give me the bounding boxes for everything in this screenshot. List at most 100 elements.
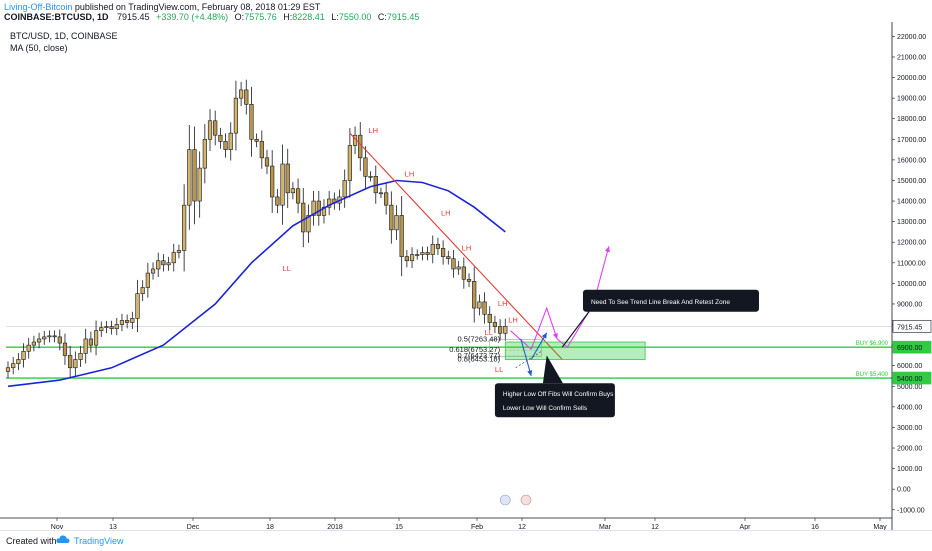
candle-body bbox=[36, 338, 42, 343]
candle-body bbox=[233, 97, 239, 134]
candle-body bbox=[202, 139, 207, 169]
candle-body bbox=[466, 278, 472, 282]
y-tick-label: 11000.00 bbox=[897, 260, 926, 267]
magenta-path-2-head bbox=[604, 246, 610, 253]
y-tick-label: 15000.00 bbox=[897, 178, 926, 185]
y-tick-label: 9000.00 bbox=[897, 301, 922, 308]
candle-body bbox=[114, 324, 119, 329]
lh-label-0: LH bbox=[368, 126, 378, 135]
ll-label-0: LL bbox=[283, 264, 291, 273]
candle-body bbox=[5, 367, 11, 372]
candle-body bbox=[192, 149, 197, 202]
y-tick-label: -1000.00 bbox=[897, 507, 925, 514]
callout-text-2: Higher Low Off Fibs Will Confirm Buys bbox=[503, 391, 614, 398]
candle-body bbox=[456, 266, 461, 270]
candle-body bbox=[301, 202, 306, 233]
candle-body bbox=[104, 326, 109, 328]
author-link[interactable]: Living-Off-Bitcoin bbox=[4, 2, 73, 12]
ma50-line bbox=[7, 179, 506, 388]
candle-body bbox=[306, 215, 311, 233]
y-tick-label: 21000.00 bbox=[897, 54, 926, 61]
candle-body bbox=[285, 163, 290, 194]
fib-label-0: 0.5(7263.48) bbox=[458, 335, 501, 344]
symbol-line: COINBASE:BTCUSD, 1D bbox=[4, 12, 109, 22]
candle-body bbox=[259, 141, 264, 159]
candle-body bbox=[52, 335, 57, 338]
candle-body bbox=[487, 313, 492, 323]
candle-body bbox=[290, 188, 296, 194]
callout-box-2 bbox=[494, 383, 615, 418]
last-price: 7915.45 bbox=[117, 12, 150, 22]
open-label: O: bbox=[234, 12, 245, 22]
y-tick-label: 20000.00 bbox=[897, 75, 926, 82]
candle-body bbox=[99, 327, 104, 332]
close-value: 7915.45 bbox=[386, 12, 420, 22]
fib-green-zone bbox=[504, 341, 646, 360]
axis-tag-bg-1 bbox=[892, 340, 932, 354]
x-tick-label: Feb bbox=[471, 524, 483, 530]
candle-body bbox=[254, 139, 259, 142]
candle-body bbox=[57, 336, 62, 344]
price-chart[interactable]: BTC/USD, 1D, COINBASE MA (50, close) BUY… bbox=[0, 22, 932, 530]
callout-pointer-2 bbox=[542, 355, 563, 384]
fib-box bbox=[489, 339, 542, 357]
candle-body bbox=[378, 192, 384, 195]
candle-body bbox=[482, 301, 487, 315]
candle-body bbox=[239, 89, 244, 99]
fib-label-1: 0.618(6753.27) bbox=[449, 345, 500, 354]
fib-label-2: 0.7(6473.77) bbox=[458, 351, 501, 360]
callout-box-1 bbox=[582, 289, 759, 312]
publish-info: published on TradingView.com, February 0… bbox=[74, 2, 321, 12]
candle-body bbox=[497, 326, 503, 334]
low-value: 7550.00 bbox=[338, 12, 372, 22]
lh-label-1: LH bbox=[405, 169, 415, 178]
x-tick-label: May bbox=[873, 524, 887, 530]
chart-header: Living-Off-Bitcoin published on TradingV… bbox=[0, 0, 932, 22]
x-tick-label: 13 bbox=[109, 524, 117, 530]
candle-body bbox=[68, 355, 73, 369]
candle-body bbox=[11, 363, 16, 369]
axis-tag-bg-0 bbox=[892, 319, 932, 333]
candle-body bbox=[88, 338, 93, 346]
candle-body bbox=[218, 134, 223, 142]
price-change: +339.70 (+4.48%) bbox=[156, 12, 229, 22]
high-value: 8228.41 bbox=[292, 12, 325, 22]
x-tick-label: 15 bbox=[395, 524, 403, 530]
blue-arrow-down bbox=[520, 338, 532, 377]
candle-body bbox=[42, 336, 47, 340]
candle-body bbox=[93, 330, 99, 346]
candle-body bbox=[125, 320, 130, 323]
candle-body bbox=[435, 243, 441, 249]
axis-tag-label-1: 6900.00 bbox=[897, 345, 922, 352]
candle-body bbox=[270, 165, 275, 198]
tradingview-link[interactable]: TradingView bbox=[74, 536, 124, 546]
y-tick-label: 17000.00 bbox=[897, 137, 926, 144]
candle-body bbox=[415, 254, 420, 256]
candle-body bbox=[503, 325, 508, 334]
candle-body bbox=[187, 149, 192, 206]
y-tick-label: 0.00 bbox=[897, 487, 911, 494]
lh-label-2: LH bbox=[441, 208, 451, 217]
chart-legend-title: BTC/USD, 1D, COINBASE bbox=[10, 31, 118, 41]
chart-legend-indicator: MA (50, close) bbox=[10, 43, 68, 53]
y-tick-label: 12000.00 bbox=[897, 240, 926, 247]
magenta-path-2 bbox=[556, 246, 610, 349]
y-tick-label: 3000.00 bbox=[897, 425, 922, 432]
candle-body bbox=[135, 293, 140, 319]
candle-body bbox=[150, 268, 156, 274]
candle-body bbox=[73, 359, 78, 369]
blue-arrow-down-head bbox=[527, 370, 533, 376]
candle-body bbox=[311, 200, 316, 216]
low-label: L: bbox=[331, 12, 339, 22]
blue-arrow-up-head bbox=[541, 332, 547, 339]
candle-body bbox=[321, 206, 327, 216]
callout-text-1: Need To See Trend Line Break And Retest … bbox=[591, 299, 730, 306]
candle-body bbox=[78, 353, 83, 360]
candle-body bbox=[342, 180, 347, 198]
x-tick-label: 12 bbox=[651, 524, 659, 530]
ll-label-2: LL bbox=[495, 365, 503, 374]
tradingview-cloud-icon bbox=[56, 535, 70, 543]
candle-body bbox=[368, 176, 373, 178]
candle-body bbox=[347, 145, 352, 181]
y-tick-label: 22000.00 bbox=[897, 34, 926, 41]
